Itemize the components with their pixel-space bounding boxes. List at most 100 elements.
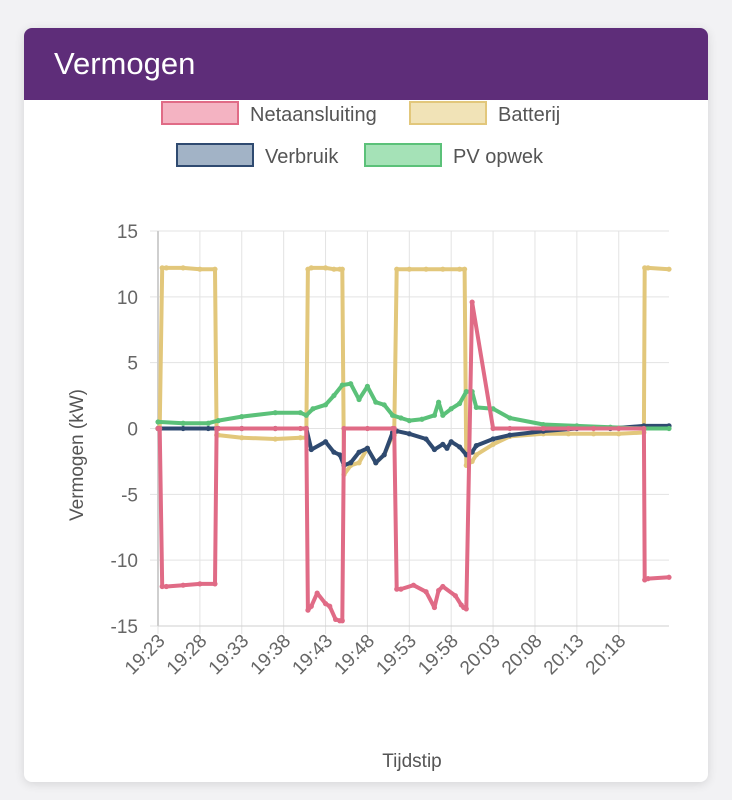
legend: Netaansluiting Batterij Verbruik PV opwek — [161, 101, 560, 168]
data-point — [431, 412, 438, 418]
data-point — [180, 265, 186, 271]
data-point — [322, 402, 329, 408]
data-point — [565, 425, 572, 432]
data-point — [456, 444, 463, 450]
data-point — [205, 420, 211, 426]
x-tick-label: 20:13 — [540, 631, 588, 679]
data-point — [305, 607, 311, 613]
data-point — [616, 431, 622, 437]
series-pv-opwek — [155, 381, 672, 432]
x-tick-label: 20:08 — [498, 631, 546, 679]
data-point — [540, 421, 546, 428]
y-tick-label: -15 — [111, 617, 138, 638]
data-point — [440, 266, 446, 272]
data-point — [157, 425, 163, 432]
data-point — [331, 392, 337, 399]
data-point — [212, 581, 218, 587]
y-tick-label: 5 — [127, 354, 138, 375]
data-point — [327, 603, 333, 609]
data-point — [341, 425, 347, 432]
card-title: Vermogen — [24, 28, 708, 100]
data-point — [490, 425, 496, 432]
data-point — [272, 436, 278, 442]
data-point — [440, 412, 446, 418]
legend-swatch — [176, 143, 254, 167]
data-point — [159, 265, 165, 271]
data-point — [297, 425, 304, 432]
data-point — [180, 582, 186, 588]
data-point — [197, 266, 203, 272]
vermogen-card: Vermogen Netaansluiting Batterij Verbruik P… — [24, 28, 708, 782]
data-point — [303, 412, 309, 418]
data-point — [440, 441, 446, 447]
y-tick-label: -10 — [111, 551, 138, 572]
data-point — [423, 436, 429, 442]
data-point — [332, 616, 339, 623]
y-tick-label: -5 — [121, 485, 138, 506]
data-point — [356, 396, 362, 403]
data-point — [339, 618, 345, 624]
data-point — [364, 425, 371, 432]
data-point — [310, 406, 316, 412]
data-point — [339, 382, 345, 388]
data-point — [356, 460, 362, 466]
data-point — [616, 425, 622, 432]
data-point — [314, 590, 320, 596]
data-point — [348, 381, 354, 387]
data-point — [419, 416, 425, 422]
data-point — [239, 425, 245, 432]
data-point — [645, 576, 651, 582]
data-point — [641, 425, 647, 432]
x-tick-label: 19:58 — [414, 631, 462, 679]
power-chart: Netaansluiting Batterij Verbruik PV opwek 1… — [67, 101, 672, 772]
x-tick-label: 19:33 — [205, 631, 253, 679]
series-line — [156, 300, 671, 623]
data-point — [398, 586, 404, 592]
data-point — [436, 587, 442, 594]
data-point — [452, 593, 458, 599]
x-axis-ticks: 19:2319:2819:3319:3819:4319:4819:5319:58… — [121, 631, 630, 679]
chart-series — [155, 265, 672, 624]
data-point — [373, 460, 379, 466]
legend-item[interactable]: PV opwek — [364, 143, 544, 168]
legend-label: Netaansluiting — [250, 104, 377, 126]
data-point — [448, 406, 454, 412]
data-point — [331, 266, 337, 272]
data-point — [490, 441, 496, 447]
y-tick-label: 0 — [127, 420, 138, 441]
legend-label: PV opwek — [453, 146, 544, 168]
legend-item[interactable]: Batterij — [409, 101, 560, 126]
data-point — [303, 425, 309, 432]
x-axis-label: Tijdstip — [382, 751, 441, 772]
legend-item[interactable]: Verbruik — [176, 143, 339, 168]
data-point — [473, 443, 479, 449]
legend-label: Verbruik — [265, 146, 339, 168]
data-point — [239, 435, 245, 441]
x-tick-label: 19:48 — [330, 631, 378, 679]
data-point — [212, 266, 218, 272]
data-point — [215, 425, 221, 432]
data-point — [364, 445, 371, 451]
y-axis-ticks: 15 10 5 0 -5 -10 -15 — [111, 222, 138, 638]
data-point — [666, 574, 672, 580]
data-point — [308, 603, 314, 609]
data-point — [205, 425, 211, 432]
data-point — [469, 299, 475, 305]
data-point — [463, 389, 469, 395]
y-tick-label: 10 — [117, 288, 138, 309]
data-point — [540, 425, 546, 432]
data-point — [272, 425, 278, 432]
y-tick-label: 15 — [117, 222, 138, 243]
data-point — [456, 266, 463, 272]
data-point — [473, 452, 479, 458]
x-tick-label: 20:18 — [582, 631, 630, 679]
data-point — [423, 589, 429, 595]
data-point — [322, 265, 329, 271]
data-point — [308, 265, 314, 271]
legend-swatch — [161, 101, 239, 125]
data-point — [436, 399, 442, 405]
data-point — [373, 399, 379, 405]
legend-item[interactable]: Netaansluiting — [161, 101, 377, 126]
y-axis-label: Vermogen (kW) — [67, 389, 88, 521]
data-point — [591, 431, 597, 437]
